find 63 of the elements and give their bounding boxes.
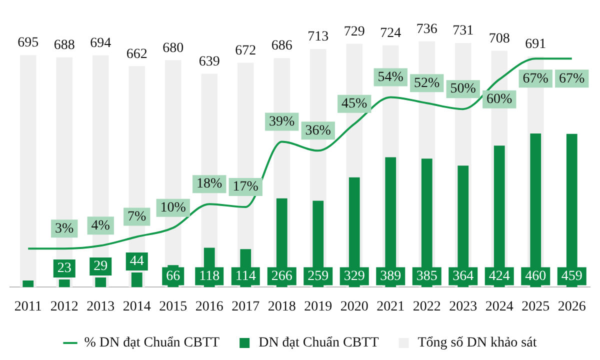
x-tick-label: 2013 [86, 299, 115, 314]
x-tick-label: 2026 [558, 299, 586, 314]
data-label: 39% [269, 114, 296, 130]
x-tick-label: 2011 [14, 299, 42, 314]
data-label: 36% [305, 123, 332, 138]
data-label: 259 [308, 268, 329, 284]
data-label: 731 [452, 24, 474, 39]
data-label: 708 [488, 31, 510, 46]
data-label: 4% [91, 218, 110, 234]
data-label: 52% [414, 76, 440, 91]
data-label: 10% [160, 200, 186, 216]
data-label: 67% [522, 71, 549, 86]
data-label: 3% [55, 221, 74, 236]
x-tick-label: 2024 [485, 299, 514, 314]
data-label: 694 [90, 36, 112, 52]
x-tick-label: 2017 [232, 299, 260, 314]
data-label: 44 [130, 254, 144, 270]
legend-label: % DN đạt Chuẩn CBTT [84, 336, 220, 351]
data-label: 688 [54, 38, 75, 54]
data-label: 29 [94, 259, 108, 274]
x-tick-label: 2012 [50, 299, 78, 314]
data-label: 724 [380, 26, 402, 42]
data-label: 389 [380, 268, 402, 284]
legend-label: Tổng số DN khảo sát [418, 336, 537, 351]
data-label: 680 [162, 40, 184, 56]
data-label: 736 [416, 22, 438, 38]
data-label: 686 [271, 38, 292, 54]
data-label: 729 [344, 24, 365, 40]
data-label: 7% [128, 209, 147, 224]
data-label: 460 [525, 268, 546, 284]
data-label: 639 [198, 54, 220, 70]
x-tick-label: 2016 [195, 299, 224, 314]
x-tick-label: 2018 [268, 299, 296, 314]
x-tick-label: 2015 [159, 299, 188, 314]
legend-label: DN đạt Chuẩn CBTT [258, 336, 380, 351]
x-tick-label: 2022 [412, 299, 441, 314]
data-label: 60% [486, 92, 513, 108]
data-label: 50% [450, 82, 476, 97]
data-label: 713 [308, 30, 329, 45]
data-label: 329 [344, 268, 365, 284]
x-tick-label: 2021 [376, 299, 405, 314]
data-label: 23 [57, 261, 72, 276]
x-tick-label: 2023 [449, 299, 478, 314]
data-label: 45% [342, 96, 368, 112]
data-label: 17% [232, 180, 259, 195]
x-tick-label: 2020 [340, 299, 368, 314]
x-tick-label: 2025 [522, 299, 550, 314]
data-label: 672 [235, 43, 256, 58]
data-label: 662 [126, 46, 148, 62]
data-label: 691 [525, 37, 546, 52]
data-label: 118 [199, 268, 220, 284]
data-label: 114 [235, 268, 256, 284]
data-label: 67% [559, 71, 586, 86]
data-label: 364 [452, 268, 474, 284]
data-label: 424 [488, 268, 510, 284]
x-tick-label: 2019 [304, 299, 332, 314]
data-label: 695 [18, 36, 39, 51]
data-label: 54% [378, 70, 404, 85]
data-label: 266 [271, 268, 292, 284]
data-label: 18% [196, 176, 223, 192]
x-tick-label: 2014 [122, 299, 151, 314]
data-label: 385 [416, 268, 438, 284]
data-label: 459 [561, 268, 582, 284]
